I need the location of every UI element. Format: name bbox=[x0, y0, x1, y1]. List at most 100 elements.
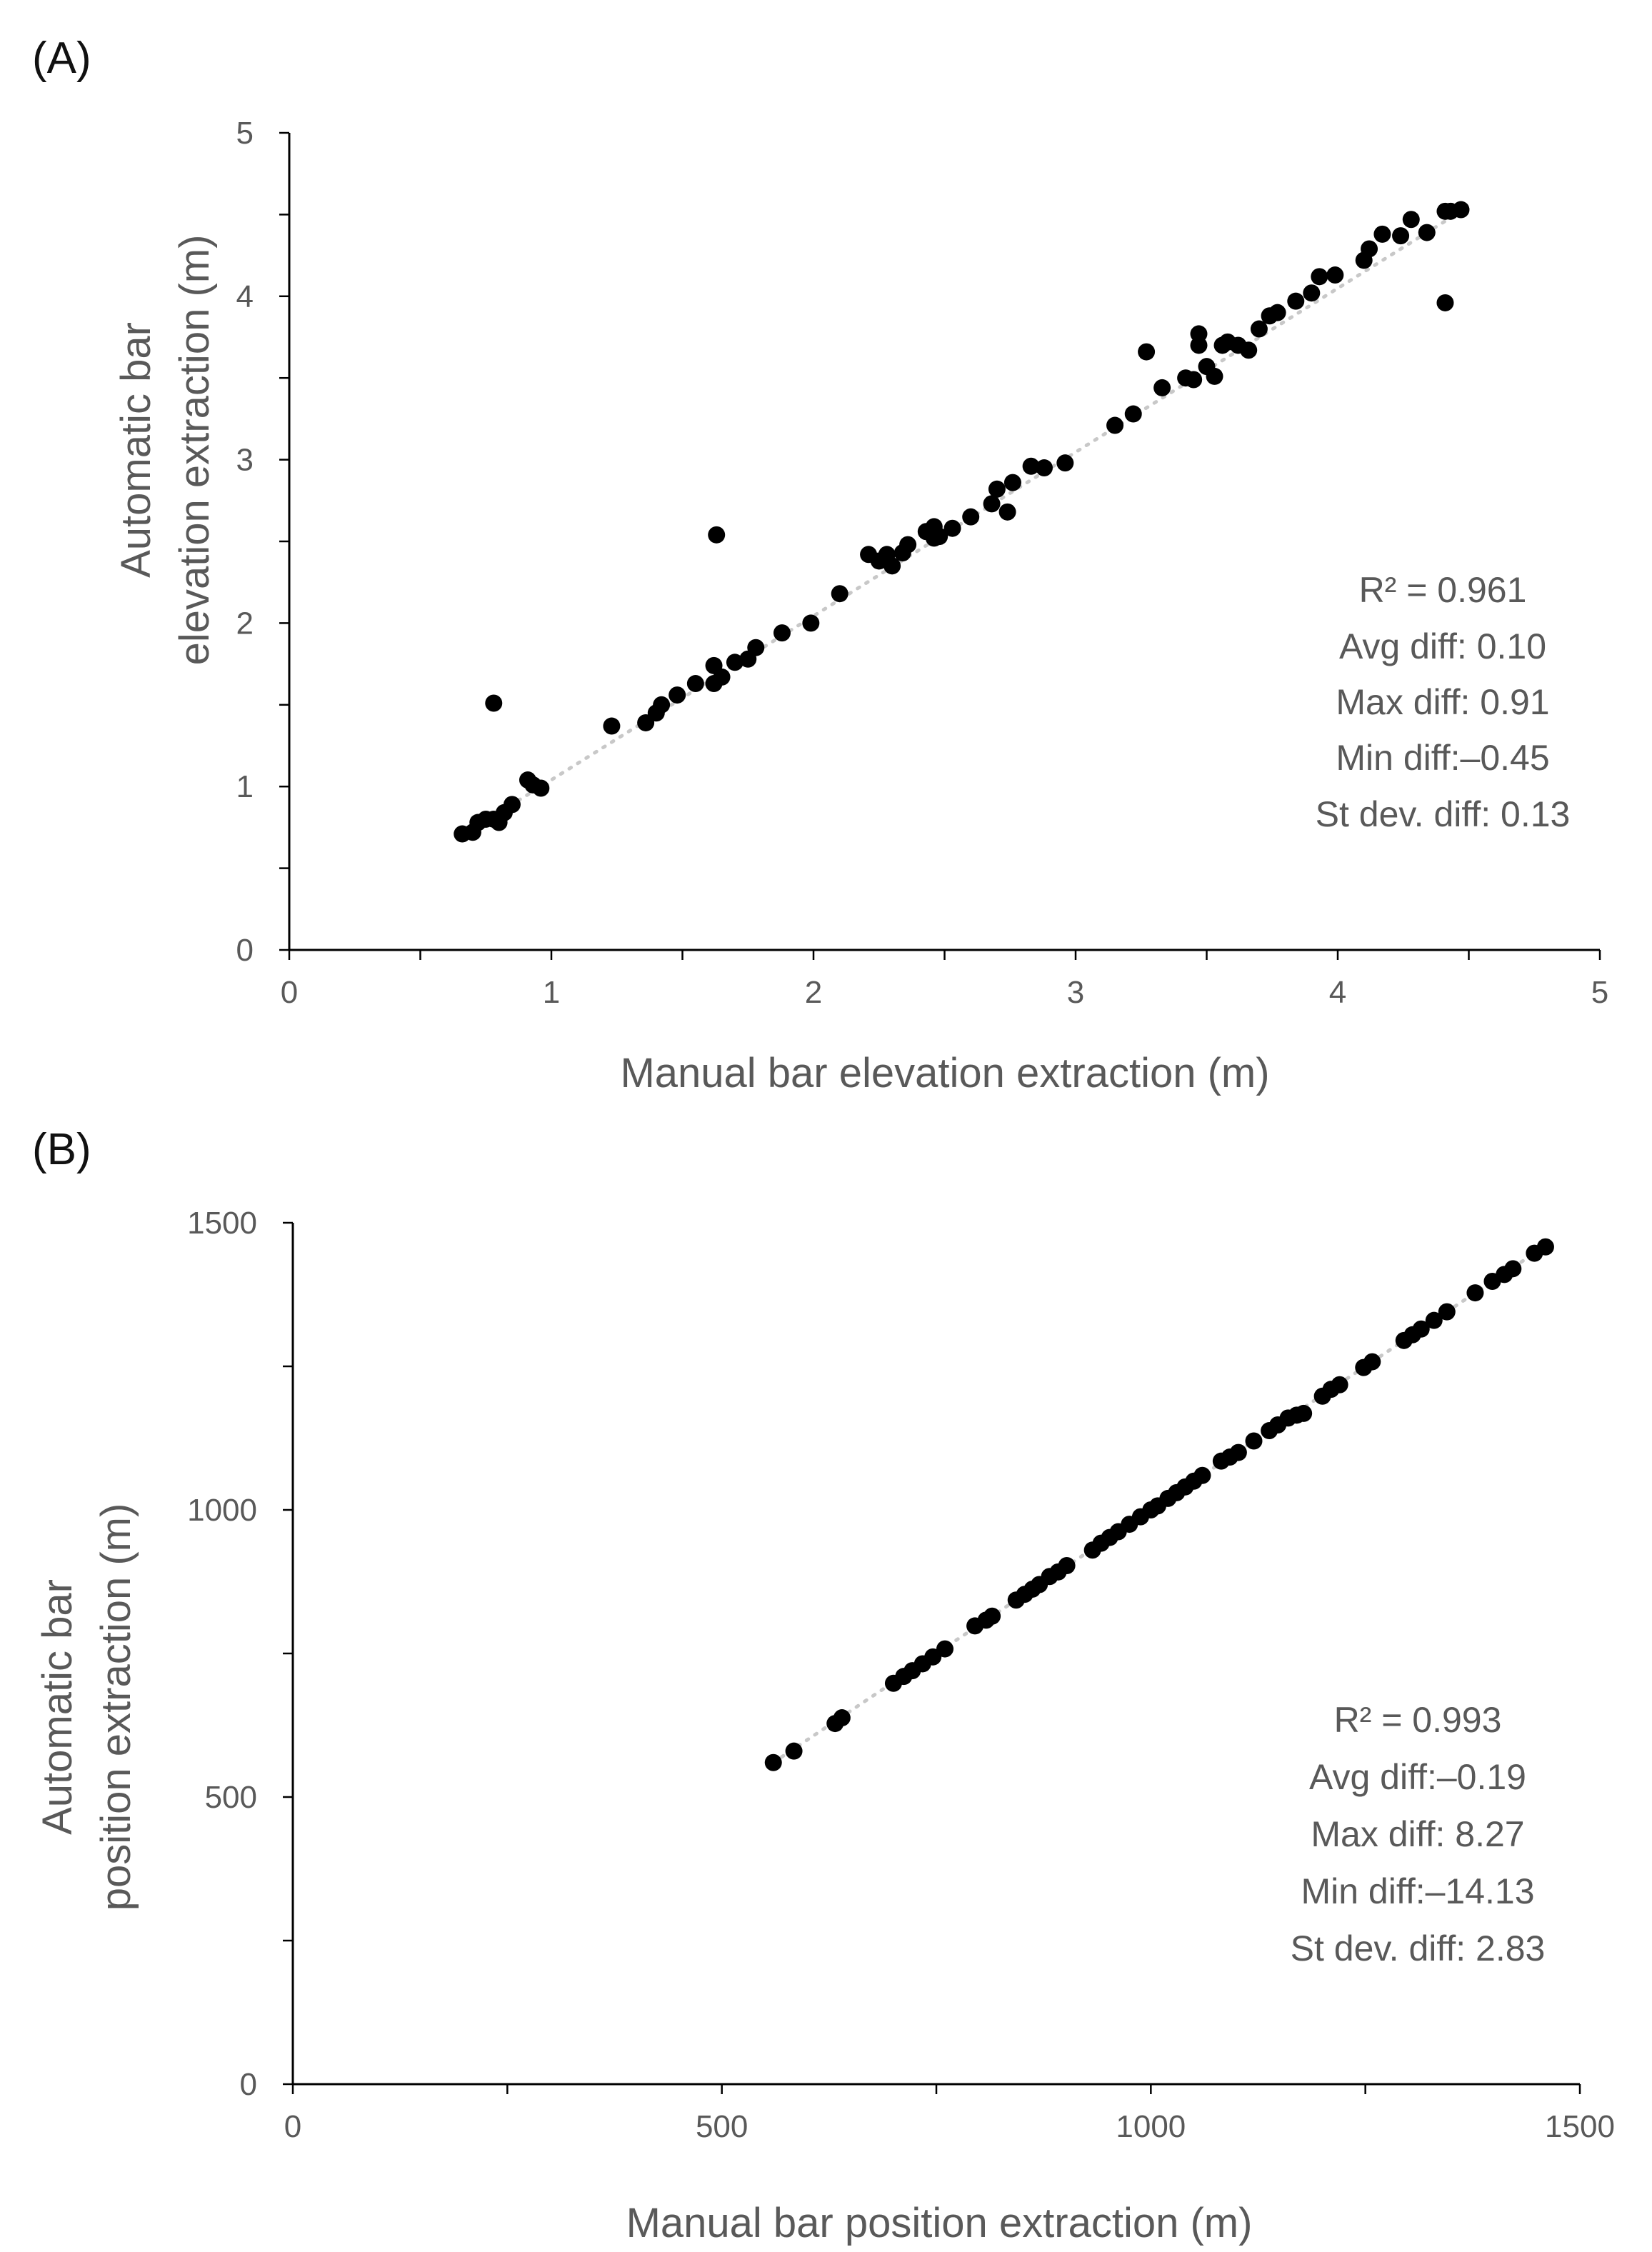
panel-b-x-tick-label: 1500 bbox=[1545, 2109, 1615, 2144]
panel-a-data-point bbox=[1452, 201, 1470, 219]
panel-b-data-point bbox=[983, 1607, 1001, 1625]
panel-b-data-point bbox=[1331, 1376, 1348, 1393]
panel-b-data-point bbox=[1245, 1432, 1263, 1450]
panel-b-data-point bbox=[1295, 1404, 1313, 1422]
panel-a-data-point bbox=[603, 717, 621, 735]
panel-a-data-point bbox=[1287, 292, 1305, 310]
panel-a-data-point bbox=[747, 639, 765, 656]
panel-a-stat-max: Max diff: 0.91 bbox=[1336, 682, 1549, 722]
panel-a-label: (A) bbox=[32, 34, 91, 83]
panel-a-data-point bbox=[1022, 457, 1040, 475]
panel-b-data-point bbox=[1438, 1303, 1456, 1321]
panel-a-data-point bbox=[1373, 225, 1391, 243]
panel-b-ytitle: Automatic bar position extraction (m) bbox=[34, 1503, 139, 1911]
panel-b-data-point bbox=[1536, 1238, 1554, 1256]
panel-a-data-point bbox=[464, 824, 481, 841]
panel-a-data-point bbox=[485, 694, 503, 712]
panel-a-x-tick-label: 5 bbox=[1591, 975, 1608, 1010]
panel-b-stat-max: Max diff: 8.27 bbox=[1311, 1814, 1524, 1854]
panel-b-ylabel-line2: position extraction (m) bbox=[93, 1503, 139, 1911]
panel-a-data-point bbox=[1206, 367, 1223, 385]
panel-a-data-point bbox=[983, 495, 1001, 513]
panel-b-ylabel-line1: Automatic bar bbox=[34, 1579, 81, 1835]
panel-a-data-point bbox=[1402, 211, 1420, 229]
panel-a-data-point bbox=[1436, 294, 1454, 311]
panel-a-xlabel: Manual bar elevation extraction (m) bbox=[620, 1050, 1269, 1096]
panel-a-data-point bbox=[1326, 266, 1344, 284]
panel-a-data-point bbox=[1311, 268, 1328, 286]
panel-b-data-point bbox=[1412, 1320, 1430, 1338]
panel-a-ylabel-line1: Automatic bar bbox=[113, 322, 159, 578]
panel-b-data-point bbox=[764, 1753, 782, 1771]
panel-a-data-point bbox=[669, 686, 686, 704]
panel-a-data-point bbox=[1392, 227, 1410, 245]
panel-b-data-point bbox=[1466, 1284, 1484, 1302]
panel-a-stat-avg: Avg diff: 0.10 bbox=[1339, 626, 1546, 666]
panel-a-y-tick-label: 3 bbox=[236, 443, 254, 478]
panel-a-stat-sd: St dev. diff: 0.13 bbox=[1316, 794, 1571, 834]
panel-b-stat-r2: R² = 0.993 bbox=[1334, 1700, 1502, 1740]
panel-a-x-tick-label: 1 bbox=[543, 975, 560, 1010]
panel-a-data-point bbox=[1003, 474, 1021, 491]
panel-a-y-tick-label: 0 bbox=[236, 933, 254, 968]
panel-a-data-point bbox=[962, 508, 980, 526]
panel-b-data-point bbox=[924, 1648, 942, 1666]
panel-b-label: (B) bbox=[32, 1125, 91, 1174]
panel-a-y-tick-label: 2 bbox=[236, 606, 254, 641]
panel-a-ylabel-line2: elevation extraction (m) bbox=[171, 235, 218, 666]
panel-a-stat-r2: R² = 0.961 bbox=[1359, 570, 1527, 610]
panel-a-data-point bbox=[1240, 341, 1258, 359]
panel-a-data-point bbox=[653, 696, 671, 714]
panel-a-data-point bbox=[1250, 320, 1268, 338]
panel-a-stat-min: Min diff:–0.45 bbox=[1336, 738, 1549, 778]
panel-b-y-tick-label: 1500 bbox=[187, 1206, 257, 1241]
panel-a-data-point bbox=[802, 614, 820, 632]
panel-a-stats: R² = 0.961 Avg diff: 0.10 Max diff: 0.91… bbox=[1316, 570, 1571, 834]
panel-a-data-point bbox=[773, 624, 791, 642]
panel-a-data-point bbox=[1035, 459, 1053, 477]
panel-b-data-point bbox=[1229, 1443, 1247, 1461]
panel-a-data-point bbox=[1418, 224, 1436, 241]
panel-b-x-tick-label: 1000 bbox=[1116, 2109, 1186, 2144]
panel-b-data-point bbox=[1504, 1260, 1522, 1278]
panel-b-stat-avg: Avg diff:–0.19 bbox=[1309, 1757, 1526, 1797]
panel-a-data-point bbox=[899, 536, 917, 554]
panel-a-data-point bbox=[1106, 416, 1124, 434]
panel-a-data-point bbox=[831, 585, 848, 603]
panel-b-data-point bbox=[1425, 1311, 1443, 1329]
panel-b-data-point bbox=[936, 1640, 954, 1658]
panel-b-y-tick-label: 0 bbox=[240, 2067, 257, 2102]
panel-a-y-tick-label: 1 bbox=[236, 769, 254, 804]
panel-b-stats: R² = 0.993 Avg diff:–0.19 Max diff: 8.27… bbox=[1291, 1700, 1546, 1968]
panel-a-chart: (A) Automatic bar elevation extraction (… bbox=[32, 34, 1608, 1096]
panel-a-data-point bbox=[726, 654, 744, 671]
panel-a-data-point bbox=[1056, 454, 1074, 472]
panel-a-x-tick-label: 3 bbox=[1067, 975, 1084, 1010]
panel-b-y-tick-label: 1000 bbox=[187, 1493, 257, 1528]
panel-a-data-point bbox=[931, 528, 948, 546]
panel-b-data-point bbox=[1058, 1556, 1076, 1574]
panel-a-data-point bbox=[686, 675, 704, 693]
panel-b-data-point bbox=[785, 1742, 803, 1760]
panel-b-data-point bbox=[1193, 1466, 1211, 1484]
panel-b-data-point bbox=[833, 1709, 851, 1727]
panel-b-x-tick-label: 0 bbox=[284, 2109, 301, 2144]
panel-a-data-point bbox=[1124, 405, 1142, 423]
panel-b-stat-sd: St dev. diff: 2.83 bbox=[1291, 1928, 1546, 1968]
panel-a-data-point bbox=[1185, 371, 1203, 389]
panel-a-data-point bbox=[713, 668, 731, 686]
panel-b-data-point bbox=[1363, 1353, 1381, 1371]
panel-a-data-point bbox=[1361, 240, 1378, 258]
panel-a-y-tick-label: 4 bbox=[236, 279, 254, 314]
panel-a-x-tick-label: 4 bbox=[1329, 975, 1346, 1010]
panel-a-data-point bbox=[1190, 325, 1208, 343]
panel-a-x-tick-label: 0 bbox=[281, 975, 298, 1010]
panel-a-x-tick-label: 2 bbox=[805, 975, 822, 1010]
panel-a-ytitle: Automatic bar elevation extraction (m) bbox=[113, 235, 218, 666]
panel-a-data-point bbox=[988, 480, 1006, 498]
panel-a-data-point bbox=[1138, 343, 1156, 361]
panel-a-data-point bbox=[943, 519, 961, 537]
panel-a-data-point bbox=[998, 503, 1016, 521]
panel-a-y-tick-label: 5 bbox=[236, 116, 254, 151]
